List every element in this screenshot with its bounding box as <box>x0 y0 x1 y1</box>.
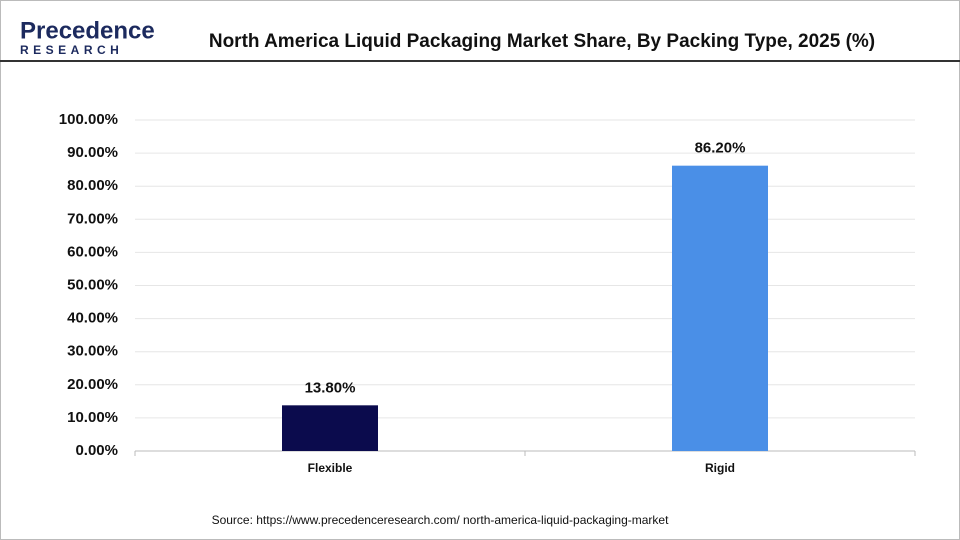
logo-name: Precedence <box>20 17 155 44</box>
value-label: 13.80% <box>305 379 356 396</box>
y-tick-label: 90.00% <box>67 144 118 161</box>
y-tick-label: 70.00% <box>67 210 118 227</box>
y-tick-label: 30.00% <box>67 343 118 360</box>
x-tick-label: Flexible <box>308 461 353 475</box>
y-tick-label: 50.00% <box>67 276 118 293</box>
source: Source: https://www.precedenceresearch.c… <box>212 513 670 527</box>
y-tick-label: 60.00% <box>67 243 118 260</box>
y-tick-label: 80.00% <box>67 177 118 194</box>
bar <box>672 165 768 452</box>
y-tick-label: 10.00% <box>67 409 118 426</box>
logo-tagline: RESEARCH <box>20 43 123 57</box>
y-tick-label: 40.00% <box>67 310 118 327</box>
chart-title: North America Liquid Packaging Market Sh… <box>209 31 875 52</box>
y-tick-label: 20.00% <box>67 376 118 393</box>
value-label: 86.20% <box>695 140 746 157</box>
y-tick-label: 100.00% <box>59 111 118 128</box>
y-tick-label: 0.00% <box>75 442 118 459</box>
x-tick-label: Rigid <box>705 461 735 475</box>
bar <box>282 405 378 451</box>
